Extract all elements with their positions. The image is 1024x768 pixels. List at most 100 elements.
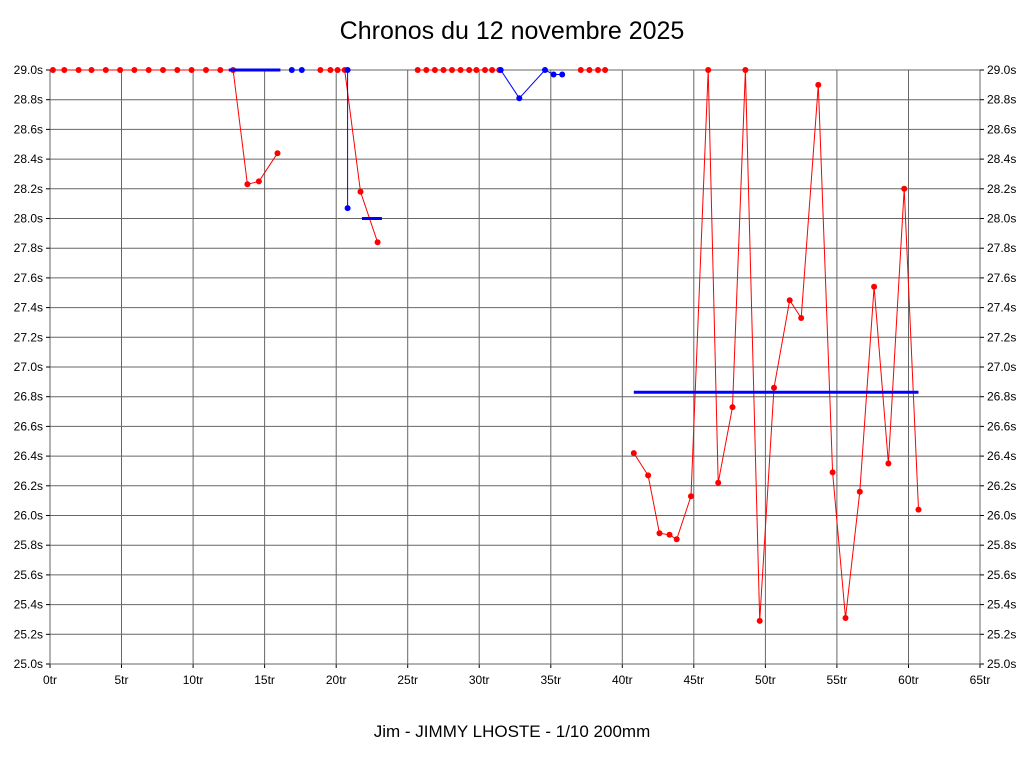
data-point-red-laps-2 xyxy=(357,188,364,195)
y-tick-label-right: 28.6s xyxy=(987,122,1016,136)
x-tick-label: 25tr xyxy=(397,673,418,687)
data-point-red-laps-5 xyxy=(856,488,863,495)
data-point-red-laps-5 xyxy=(756,617,763,624)
data-point-red-laps-3 xyxy=(414,67,421,73)
y-tick-label-right: 25.6s xyxy=(987,568,1016,582)
y-tick-label-right: 27.0s xyxy=(987,360,1016,374)
y-tick-label-left: 28.0s xyxy=(14,212,43,226)
x-tick-label: 30tr xyxy=(469,673,490,687)
x-tick-label: 5tr xyxy=(114,673,128,687)
data-point-red-laps-3 xyxy=(482,67,488,73)
data-point-red-laps-5 xyxy=(871,283,878,290)
data-point-red-laps-5 xyxy=(885,460,892,467)
data-point-red-laps-1 xyxy=(217,67,224,73)
data-point-blue-v xyxy=(516,95,523,102)
data-point-red-laps-4 xyxy=(595,67,601,73)
data-point-red-laps-5 xyxy=(630,450,637,457)
y-tick-label-right: 27.8s xyxy=(987,241,1016,255)
data-point-red-laps-5 xyxy=(771,384,777,391)
y-tick-label-right: 25.0s xyxy=(987,657,1016,671)
y-tick-label-left: 27.0s xyxy=(14,360,43,374)
y-tick-label-right: 26.8s xyxy=(987,390,1016,404)
data-point-red-laps-4 xyxy=(602,67,609,73)
data-point-red-laps-1 xyxy=(160,67,166,73)
data-point-red-laps-3 xyxy=(466,67,473,73)
data-point-red-laps-1 xyxy=(188,67,195,73)
data-point-red-laps-1 xyxy=(88,67,95,73)
data-point-red-laps-5 xyxy=(673,536,680,543)
y-tick-label-left: 26.0s xyxy=(14,509,43,523)
data-point-blue-v xyxy=(550,71,557,78)
series-red-laps-1 xyxy=(52,69,278,185)
series-red-laps-2 xyxy=(320,69,379,243)
data-point-red-laps-5 xyxy=(715,479,722,486)
y-tick-label-right: 28.4s xyxy=(987,152,1016,166)
y-tick-label-right: 28.8s xyxy=(987,93,1016,107)
x-tick-label: 15tr xyxy=(254,673,275,687)
y-tick-label-left: 28.6s xyxy=(14,122,43,136)
data-point-red-laps-3 xyxy=(431,67,438,73)
x-tick-label: 0tr xyxy=(43,673,57,687)
chart-title: Chronos du 12 novembre 2025 xyxy=(339,17,685,45)
y-tick-label-right: 25.8s xyxy=(987,538,1016,552)
data-point-red-laps-1 xyxy=(174,67,181,73)
y-tick-label-right: 27.6s xyxy=(987,271,1016,285)
y-tick-label-left: 26.4s xyxy=(14,449,43,463)
y-tick-label-right: 29.0s xyxy=(987,63,1016,77)
y-tick-label-right: 27.2s xyxy=(987,330,1016,344)
data-point-red-laps-3 xyxy=(423,67,430,73)
y-tick-label-left: 26.6s xyxy=(14,419,43,433)
data-point-red-laps-3 xyxy=(440,67,447,73)
data-point-red-laps-5 xyxy=(645,472,652,479)
data-point-red-laps-3 xyxy=(449,67,455,73)
data-point-blue-drop xyxy=(344,205,351,212)
x-tick-label: 10tr xyxy=(183,673,204,687)
data-point-blue-dots-1 xyxy=(288,67,295,73)
data-point-red-laps-2 xyxy=(374,239,381,246)
y-tick-label-left: 27.4s xyxy=(14,301,43,315)
y-tick-label-left: 27.8s xyxy=(14,241,43,255)
data-point-red-laps-5 xyxy=(915,506,922,513)
data-point-red-laps-1 xyxy=(102,67,109,73)
y-tick-label-left: 27.6s xyxy=(14,271,43,285)
data-point-red-laps-1 xyxy=(61,67,68,73)
data-point-red-laps-1 xyxy=(274,150,281,157)
data-point-red-laps-5 xyxy=(742,67,749,73)
y-tick-label-left: 25.6s xyxy=(14,568,43,582)
x-tick-label: 20tr xyxy=(326,673,347,687)
data-point-red-laps-2 xyxy=(327,67,334,73)
y-tick-label-left: 26.2s xyxy=(14,479,43,493)
data-point-red-laps-5 xyxy=(901,185,908,192)
data-point-blue-v xyxy=(497,67,504,73)
data-point-red-laps-5 xyxy=(829,469,836,476)
y-tick-label-right: 26.6s xyxy=(987,419,1016,433)
data-point-red-laps-5 xyxy=(729,404,736,411)
data-point-red-laps-5 xyxy=(666,531,673,538)
x-tick-label: 45tr xyxy=(683,673,704,687)
data-point-red-laps-1 xyxy=(117,67,124,73)
y-tick-label-right: 25.2s xyxy=(987,627,1016,641)
y-tick-label-right: 26.0s xyxy=(987,509,1016,523)
x-tick-label: 40tr xyxy=(612,673,633,687)
x-tick-label: 50tr xyxy=(755,673,776,687)
x-tick-label: 65tr xyxy=(970,673,991,687)
y-tick-label-right: 25.4s xyxy=(987,598,1016,612)
y-tick-label-right: 28.0s xyxy=(987,212,1016,226)
y-tick-label-left: 28.8s xyxy=(14,93,43,107)
data-point-red-laps-1 xyxy=(131,67,138,73)
data-point-red-laps-5 xyxy=(798,315,805,321)
data-point-red-laps-1 xyxy=(244,181,251,188)
y-tick-label-left: 26.8s xyxy=(14,390,43,404)
y-tick-label-right: 28.2s xyxy=(987,182,1016,196)
data-point-red-laps-3 xyxy=(457,67,464,73)
y-tick-label-left: 25.8s xyxy=(14,538,43,552)
y-tick-label-left: 25.0s xyxy=(14,657,43,671)
data-point-red-laps-4 xyxy=(577,67,584,73)
data-point-red-laps-5 xyxy=(815,81,822,88)
data-point-blue-v xyxy=(542,67,548,73)
data-point-red-laps-5 xyxy=(786,297,793,304)
series-red-laps-5 xyxy=(633,69,919,621)
data-point-red-laps-3 xyxy=(489,67,496,73)
data-point-blue-dots-1 xyxy=(298,67,305,73)
